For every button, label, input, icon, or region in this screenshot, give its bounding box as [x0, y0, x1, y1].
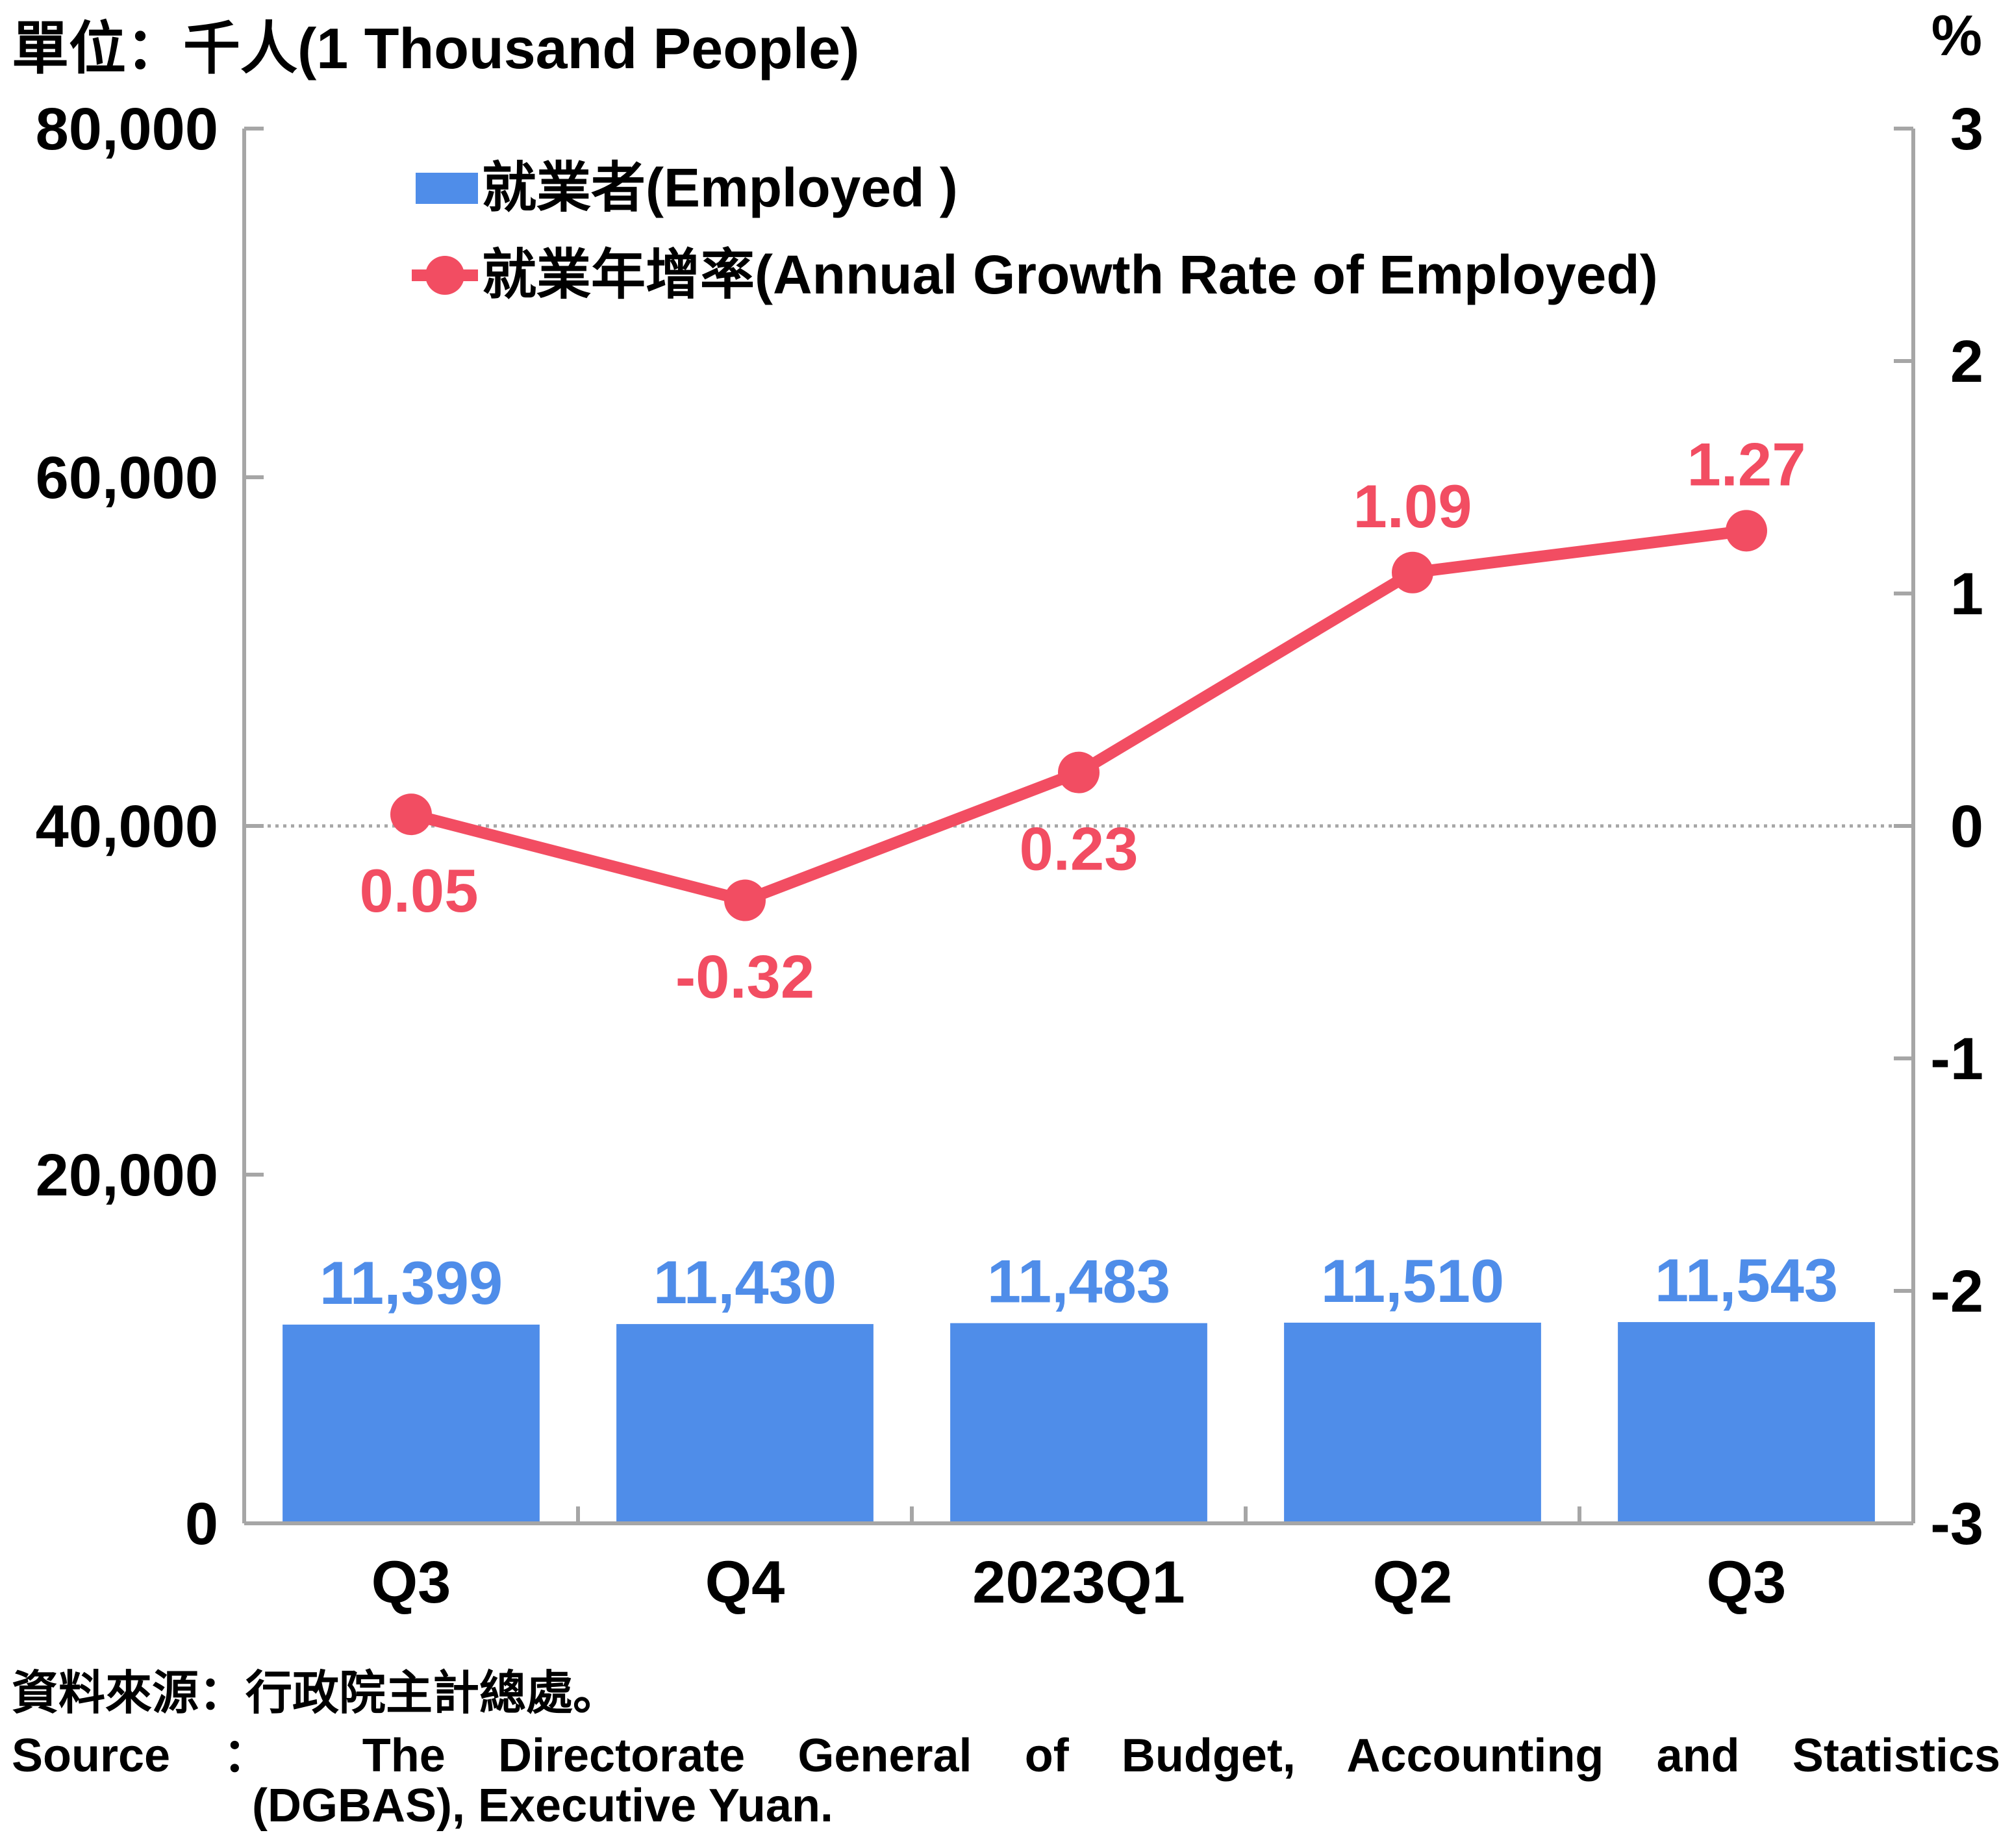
bar-4	[1618, 1322, 1875, 1523]
right-tick-label-0: -3	[1930, 1491, 1983, 1557]
left-tick-label-2: 40,000	[36, 793, 218, 860]
category-label-2: 2023Q1	[972, 1549, 1185, 1616]
growth-rate-label-1: -0.32	[675, 943, 814, 1011]
chart: 0 20,000 40,000 60,000 80,000 -3 -2 -1 0 1 2 3 Q3 Q4 2…	[36, 96, 1983, 1616]
bar-value-label-1: 11,430	[653, 1248, 836, 1316]
growth-rate-label-3: 1.09	[1353, 472, 1472, 540]
category-label-1: Q4	[705, 1549, 785, 1616]
left-tick-label-1: 20,000	[36, 1142, 218, 1208]
legend: 就業者(Employed ) 就業年增率(Annual Growth Rate o…	[412, 157, 1658, 305]
bar-1	[616, 1324, 874, 1523]
legend-label-growth-rate: 就業年增率(Annual Growth Rate of Employed)	[482, 244, 1658, 305]
growth-rate-label-2: 0.23	[1020, 815, 1138, 883]
growth-rate-label-4: 1.27	[1687, 430, 1806, 498]
right-axis-unit: %	[1931, 3, 1982, 68]
right-tick-label-2: -1	[1930, 1026, 1983, 1092]
source-note-zh: 資料來源：行政院主計總處。	[12, 1667, 620, 1719]
left-tick-label-4: 80,000	[36, 96, 218, 162]
bar-value-label-0: 11,399	[320, 1249, 503, 1317]
growth-rate-point-2	[1058, 751, 1100, 793]
bar-value-label-4: 11,543	[1655, 1246, 1838, 1314]
category-label-4: Q3	[1707, 1549, 1787, 1616]
category-label-0: Q3	[371, 1549, 451, 1616]
bar-value-label-3: 11,510	[1321, 1247, 1504, 1315]
left-tick-label-3: 60,000	[36, 445, 218, 511]
growth-rate-label-0: 0.05	[360, 856, 479, 925]
category-label-3: Q2	[1373, 1549, 1453, 1616]
axis-layer: 0 20,000 40,000 60,000 80,000 -3 -2 -1 0 1 2 3 Q3 Q4 2…	[36, 96, 1983, 1616]
legend-swatch-employed	[416, 173, 478, 204]
legend-label-employed: 就業者(Employed )	[482, 157, 958, 218]
legend-marker-growth-rate	[425, 256, 464, 295]
growth-rate-point-1	[724, 879, 766, 921]
source-note-en: Source ： The Directorate General of Budg…	[12, 1730, 2000, 1782]
right-tick-label-3: 0	[1950, 793, 1983, 860]
right-tick-label-4: 1	[1950, 561, 1983, 627]
source-note-en-line2: (DGBAS), Executive Yuan.	[252, 1780, 833, 1832]
line-layer	[390, 510, 1767, 921]
growth-rate-point-4	[1726, 510, 1767, 552]
label-layer: 11,399 11,430 11,483 11,510 11,543 0.05 -0.32 0…	[320, 430, 1838, 1317]
bar-value-label-2: 11,483	[987, 1247, 1170, 1316]
left-axis-unit: 單位：千人(1 Thousand People)	[12, 16, 860, 81]
right-tick-label-5: 2	[1950, 329, 1983, 395]
bar-0	[283, 1324, 540, 1523]
right-tick-label-1: -2	[1930, 1258, 1983, 1325]
bar-3	[1284, 1322, 1541, 1523]
growth-rate-point-0	[390, 793, 432, 836]
bar-layer	[283, 1322, 1875, 1523]
growth-rate-point-3	[1392, 551, 1433, 593]
right-tick-label-6: 3	[1950, 96, 1983, 162]
bar-2	[950, 1323, 1207, 1523]
left-tick-label-0: 0	[185, 1491, 218, 1557]
